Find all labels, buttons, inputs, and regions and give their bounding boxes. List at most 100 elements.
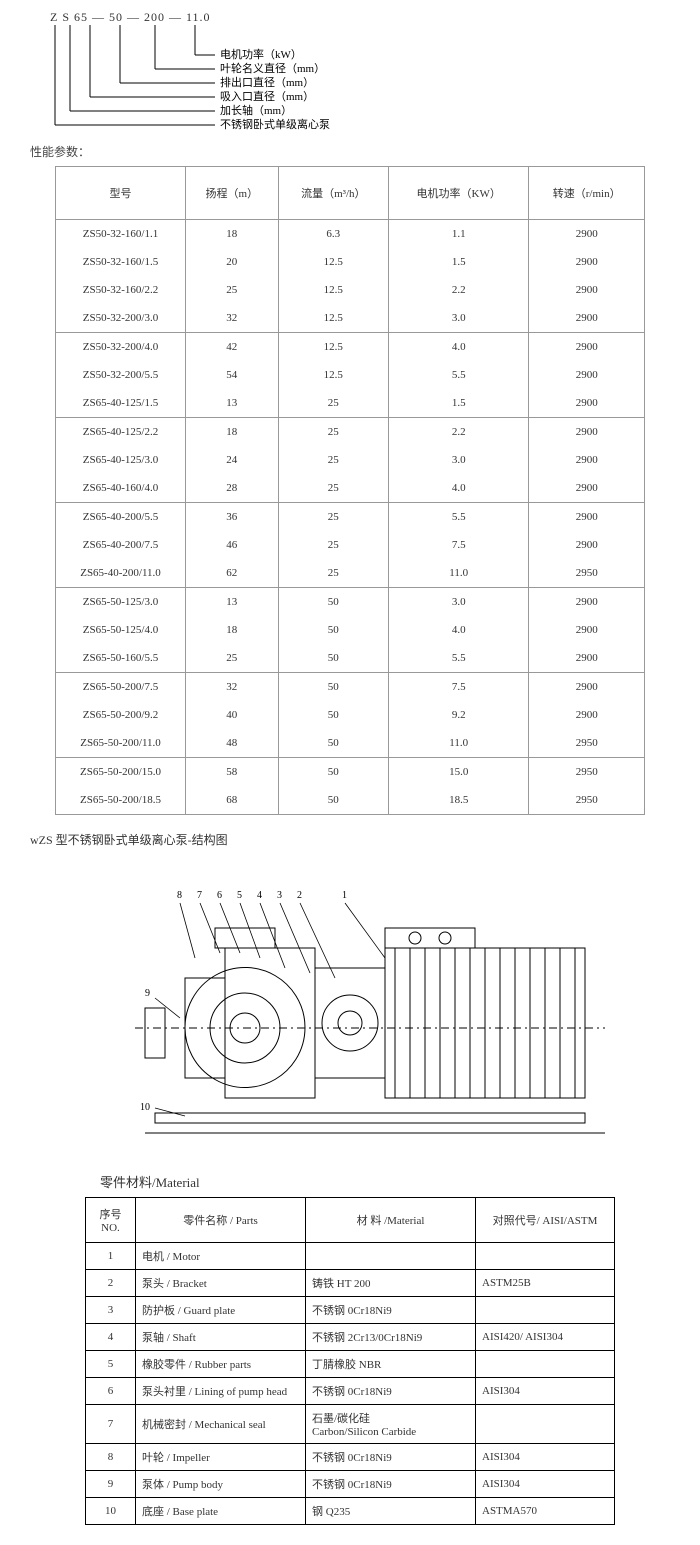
spec-cell: ZS65-40-125/2.2: [56, 418, 186, 447]
spec-row: ZS65-50-200/11.0485011.02950: [56, 729, 645, 758]
spec-cell: 2900: [529, 333, 645, 362]
material-cell: AISI304: [476, 1444, 615, 1471]
spec-cell: ZS50-32-160/2.2: [56, 276, 186, 304]
material-cell: AISI304: [476, 1471, 615, 1498]
mat-col-material: 材 料 /Material: [306, 1198, 476, 1243]
spec-cell: 24: [186, 446, 279, 474]
material-cell: 不锈钢 0Cr18Ni9: [306, 1297, 476, 1324]
spec-row: ZS50-32-200/3.03212.53.02900: [56, 304, 645, 333]
spec-cell: 5.5: [389, 503, 529, 532]
spec-cell: 11.0: [389, 729, 529, 758]
spec-cell: 42: [186, 333, 279, 362]
material-cell: 机械密封 / Mechanical seal: [136, 1405, 306, 1444]
material-cell: 防护板 / Guard plate: [136, 1297, 306, 1324]
mat-col-aisi: 对照代号/ AISI/ASTM: [476, 1198, 615, 1243]
spec-cell: ZS65-40-160/4.0: [56, 474, 186, 503]
spec-cell: ZS65-50-200/15.0: [56, 758, 186, 787]
spec-cell: 2900: [529, 389, 645, 418]
structure-title: wZS 型不锈钢卧式单级离心泵-结构图: [30, 831, 670, 848]
spec-cell: 1.5: [389, 389, 529, 418]
material-row: 7机械密封 / Mechanical seal石墨/碳化硅Carbon/Sili…: [86, 1405, 615, 1444]
spec-cell: 9.2: [389, 701, 529, 729]
spec-row: ZS65-50-200/9.240509.22900: [56, 701, 645, 729]
svg-text:2: 2: [297, 890, 302, 901]
decode-label-1: 叶轮名义直径（mm）: [220, 61, 325, 75]
material-row: 6泵头衬里 / Lining of pump head不锈钢 0Cr18Ni9A…: [86, 1378, 615, 1405]
spec-cell: 50: [278, 758, 388, 787]
svg-text:10: 10: [140, 1102, 150, 1113]
material-cell: 1: [86, 1243, 136, 1270]
spec-cell: 50: [278, 644, 388, 673]
spec-cell: ZS65-50-200/18.5: [56, 786, 186, 815]
spec-cell: 2900: [529, 276, 645, 304]
spec-cell: 25: [278, 559, 388, 588]
spec-cell: 36: [186, 503, 279, 532]
spec-cell: ZS65-40-200/7.5: [56, 531, 186, 559]
spec-cell: 2950: [529, 559, 645, 588]
spec-cell: 68: [186, 786, 279, 815]
mat-col-no: 序号 NO.: [86, 1198, 136, 1243]
material-row: 9泵体 / Pump body不锈钢 0Cr18Ni9AISI304: [86, 1471, 615, 1498]
material-cell: 橡胶零件 / Rubber parts: [136, 1351, 306, 1378]
spec-cell: 25: [278, 503, 388, 532]
spec-cell: ZS50-32-160/1.5: [56, 248, 186, 276]
svg-text:9: 9: [145, 988, 150, 999]
spec-cell: 4.0: [389, 474, 529, 503]
spec-cell: 2900: [529, 673, 645, 702]
spec-row: ZS50-32-200/5.55412.55.52900: [56, 361, 645, 389]
spec-cell: ZS65-40-200/11.0: [56, 559, 186, 588]
material-cell: 不锈钢 2Cr13/0Cr18Ni9: [306, 1324, 476, 1351]
spec-cell: 4.0: [389, 616, 529, 644]
spec-row: ZS65-40-125/1.513251.52900: [56, 389, 645, 418]
spec-cell: 15.0: [389, 758, 529, 787]
spec-cell: ZS65-40-125/3.0: [56, 446, 186, 474]
spec-row: ZS65-50-160/5.525505.52900: [56, 644, 645, 673]
spec-cell: 2.2: [389, 418, 529, 447]
spec-row: ZS65-50-200/7.532507.52900: [56, 673, 645, 702]
spec-section-label: 性能参数：: [30, 143, 670, 160]
spec-cell: 50: [278, 701, 388, 729]
spec-cell: 2900: [529, 531, 645, 559]
structure-drawing: 8 7 6 5 4 3 2 1 9 10: [85, 858, 615, 1158]
spec-cell: 54: [186, 361, 279, 389]
material-cell: AISI420/ AISI304: [476, 1324, 615, 1351]
spec-cell: ZS50-32-200/4.0: [56, 333, 186, 362]
spec-col-flow: 流量（m³/h）: [278, 167, 388, 220]
spec-col-power: 电机功率（KW）: [389, 167, 529, 220]
spec-row: ZS65-40-160/4.028254.02900: [56, 474, 645, 503]
material-cell: 不锈钢 0Cr18Ni9: [306, 1444, 476, 1471]
spec-cell: 20: [186, 248, 279, 276]
decode-label-5: 不锈钢卧式单级离心泵: [220, 117, 330, 131]
material-cell: 2: [86, 1270, 136, 1297]
spec-cell: 2900: [529, 304, 645, 333]
spec-cell: 13: [186, 389, 279, 418]
material-cell: 泵头 / Bracket: [136, 1270, 306, 1297]
spec-cell: 50: [278, 729, 388, 758]
spec-cell: 2900: [529, 474, 645, 503]
spec-header-row: 型号 扬程（m） 流量（m³/h） 电机功率（KW） 转速（r/min）: [56, 167, 645, 220]
svg-text:3: 3: [277, 890, 282, 901]
material-cell: [476, 1351, 615, 1378]
material-cell: 钢 Q235: [306, 1498, 476, 1525]
material-cell: [476, 1405, 615, 1444]
spec-row: ZS50-32-160/1.52012.51.52900: [56, 248, 645, 276]
spec-cell: ZS65-50-160/5.5: [56, 644, 186, 673]
material-row: 10底座 / Base plate钢 Q235ASTMA570: [86, 1498, 615, 1525]
spec-col-model: 型号: [56, 167, 186, 220]
material-cell: 底座 / Base plate: [136, 1498, 306, 1525]
spec-cell: 50: [278, 673, 388, 702]
spec-cell: ZS65-50-200/11.0: [56, 729, 186, 758]
svg-text:5: 5: [237, 890, 242, 901]
spec-cell: 32: [186, 304, 279, 333]
spec-cell: 7.5: [389, 673, 529, 702]
spec-cell: 25: [278, 446, 388, 474]
spec-cell: 32: [186, 673, 279, 702]
spec-cell: 5.5: [389, 644, 529, 673]
spec-cell: 3.0: [389, 588, 529, 617]
material-cell: 5: [86, 1351, 136, 1378]
material-cell: ASTM25B: [476, 1270, 615, 1297]
spec-cell: 18: [186, 220, 279, 249]
spec-cell: 3.0: [389, 304, 529, 333]
spec-cell: 12.5: [278, 333, 388, 362]
material-cell: 4: [86, 1324, 136, 1351]
